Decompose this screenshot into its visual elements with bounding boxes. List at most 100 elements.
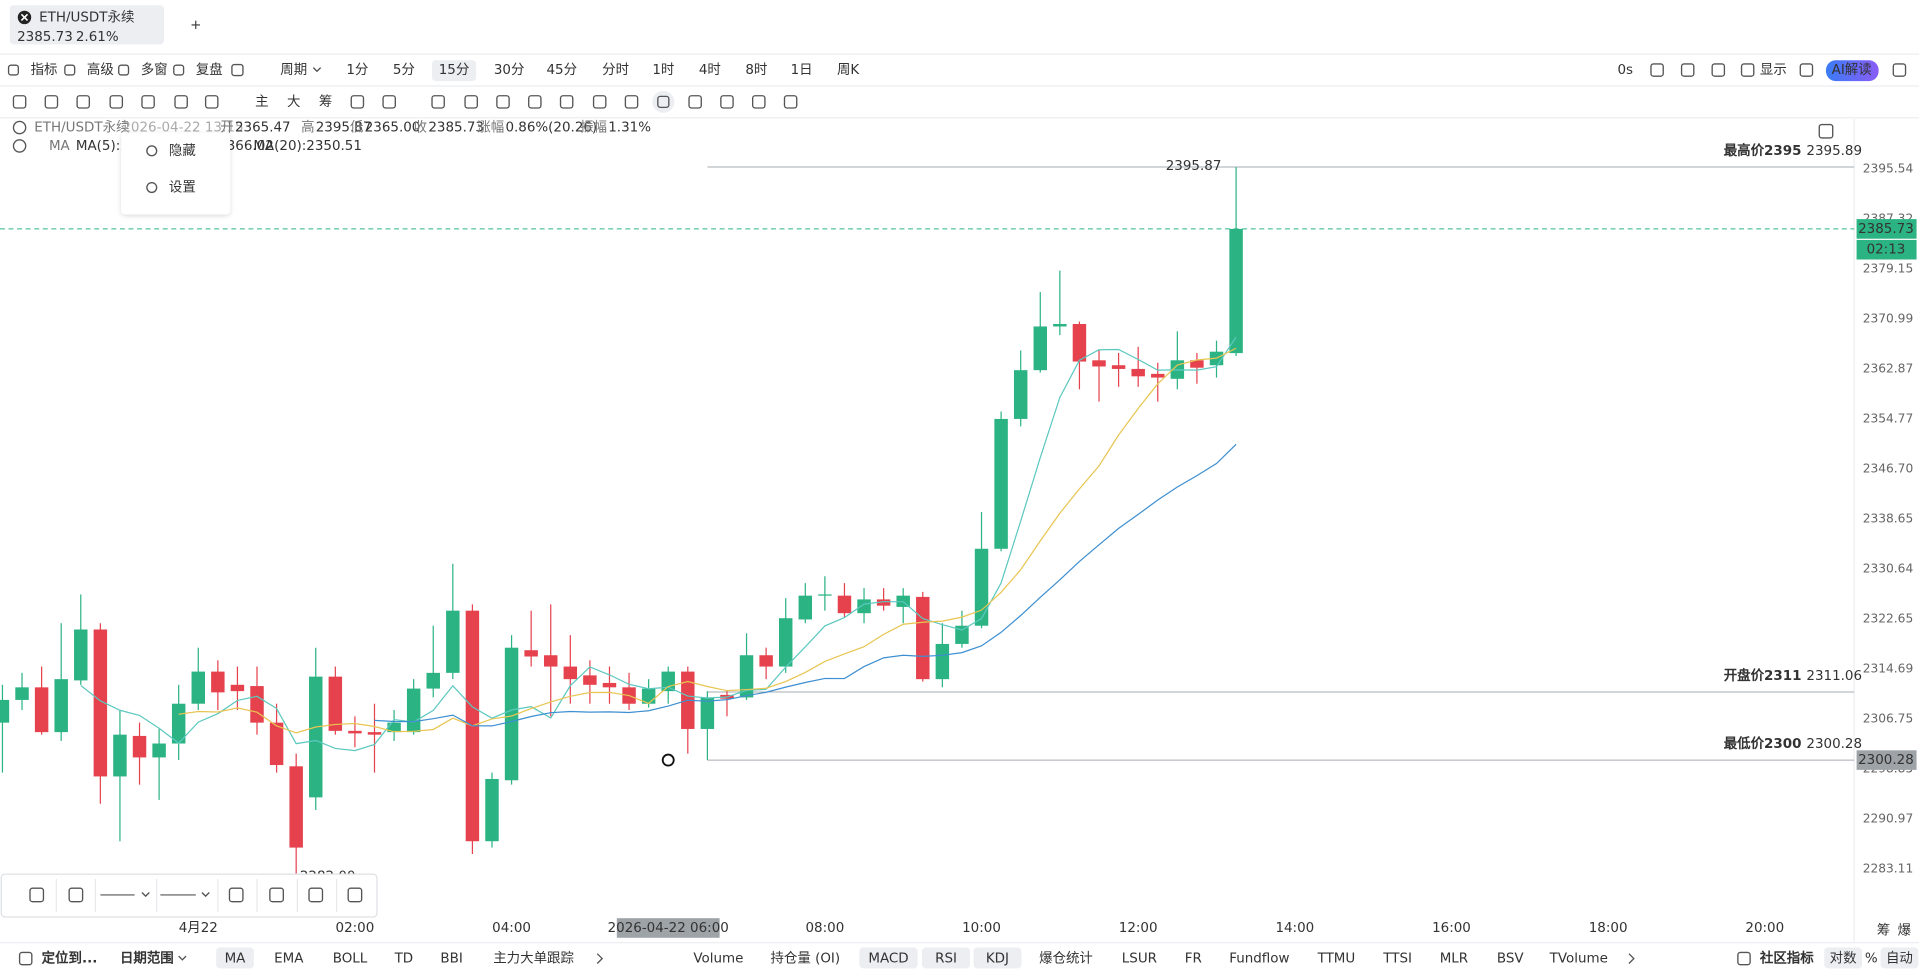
y-tick-label: 2346.70 [1863, 462, 1914, 476]
interval-button[interactable]: 45分 [546, 62, 577, 78]
candle-body [426, 672, 440, 689]
indicator-button[interactable]: MACD [868, 952, 908, 967]
interval-button[interactable]: 8时 [745, 62, 767, 78]
icon [12, 95, 27, 109]
add-tab[interactable]: + [190, 18, 201, 33]
indicator-button[interactable]: BSV [1497, 952, 1525, 967]
icon [350, 95, 365, 109]
icon [751, 95, 766, 109]
ai-button[interactable] [1825, 60, 1879, 82]
candle-body [93, 629, 108, 777]
icon [173, 64, 185, 76]
period-menu[interactable]: 周期 [280, 62, 307, 78]
indicator-button[interactable]: EMA [274, 952, 304, 967]
low-tag-label: 2300.28 [1858, 753, 1914, 768]
x-tick-label: 20:00 [1745, 921, 1784, 936]
community-button[interactable]: 社区指标 [1759, 950, 1814, 967]
candle-body [1013, 370, 1028, 419]
icon [228, 887, 244, 903]
icon [64, 64, 76, 76]
indicator-button[interactable]: TVolume [1549, 952, 1608, 967]
y-tick-label: 2379.15 [1863, 262, 1914, 276]
indicator-button[interactable]: FR [1185, 952, 1202, 967]
indicator-button[interactable]: Fundflow [1229, 952, 1289, 967]
icon [18, 951, 33, 966]
y-tick-label: 2395.54 [1863, 162, 1914, 176]
toolbar-button[interactable]: 高级 [87, 61, 114, 78]
price-tag-label: 2385.73 [1858, 222, 1914, 237]
icon [7, 64, 20, 76]
indicator-button[interactable]: TTSI [1382, 952, 1412, 967]
indicator-button[interactable]: 对数 [1830, 951, 1857, 967]
countdown: 02:13 [1867, 243, 1906, 258]
toolbar-button[interactable]: 多窗 [141, 61, 168, 78]
x-tick-label: 18:00 [1589, 921, 1628, 936]
display-button[interactable]: 显示 [1760, 63, 1787, 78]
icon [231, 63, 244, 77]
indicator-button[interactable]: % [1865, 952, 1878, 967]
indicator-button[interactable]: 主力大单跟踪 [493, 951, 574, 967]
side-label[interactable]: 爆 [1898, 922, 1912, 938]
tool-label[interactable]: 大 [287, 94, 300, 110]
indicator-button[interactable]: 持仓量 (OI) [770, 951, 840, 967]
indicator-button[interactable]: Volume [693, 952, 743, 967]
indicator-button[interactable]: BOLL [333, 952, 368, 967]
candle-body [739, 655, 754, 698]
locate-button[interactable]: 定位到... [42, 950, 98, 967]
info-value: 0.86%(20.26) [505, 121, 597, 136]
tab[interactable] [9, 5, 164, 45]
x-tick-label: 14:00 [1275, 921, 1314, 936]
indicator-button[interactable]: 爆仓统计 [1039, 951, 1093, 967]
indicator-button[interactable]: MA [225, 952, 247, 967]
interval-button[interactable]: 4时 [699, 62, 721, 78]
y-tick-label: 2330.64 [1863, 562, 1914, 576]
interval-button[interactable]: 1分 [346, 62, 368, 78]
interval-button[interactable]: 1时 [652, 62, 674, 78]
y-tick-label: 2314.69 [1863, 662, 1914, 676]
indicator-button[interactable]: BBI [440, 952, 462, 967]
indicator-button[interactable]: 自动 [1886, 951, 1913, 967]
interval-button[interactable]: 周K [837, 63, 860, 78]
indicator-button[interactable]: KDJ [986, 952, 1009, 967]
indicator-button[interactable]: TTMU [1317, 952, 1356, 967]
icon [1892, 63, 1907, 77]
icon [1737, 951, 1751, 966]
toolbar-button[interactable]: 复盘 [196, 61, 223, 78]
info-value: 2395.87 [316, 121, 372, 136]
popup [121, 132, 231, 215]
candle-body [1151, 373, 1165, 378]
toolbar-button[interactable]: 指标 [31, 62, 58, 78]
interval-button[interactable]: 5分 [393, 62, 415, 78]
tool-label[interactable]: 筹 [319, 93, 332, 110]
candle-body [1190, 360, 1204, 368]
interval-button[interactable]: 15分 [439, 62, 470, 78]
ai-label[interactable]: AI解读 [1832, 62, 1872, 78]
active-bg [973, 947, 1022, 969]
icon [431, 95, 445, 109]
tool-label[interactable]: 主 [255, 94, 268, 110]
indicator-button[interactable]: RSI [935, 952, 957, 967]
icon [559, 95, 574, 109]
active-bg [922, 947, 971, 969]
icon [118, 64, 130, 76]
interval-button[interactable]: 1日 [791, 63, 813, 78]
candle-body [15, 687, 29, 700]
icon [382, 95, 396, 109]
side-label[interactable]: 筹 [1877, 921, 1890, 938]
range-button[interactable]: 日期范围 [120, 950, 174, 967]
candle-body [1072, 324, 1087, 362]
toggle-icon [12, 120, 27, 135]
y-tick-label: 2370.99 [1863, 312, 1914, 326]
active-bg [1880, 947, 1919, 969]
interval-button[interactable]: 30分 [494, 62, 525, 78]
indicator-button[interactable]: MLR [1440, 952, 1468, 967]
indicator-button[interactable]: LSUR [1122, 952, 1157, 967]
popup-item[interactable]: 设置 [169, 180, 196, 196]
candle-body [1111, 365, 1126, 369]
indicator-button[interactable]: TD [394, 952, 414, 967]
interval-button[interactable]: 分时 [602, 62, 629, 78]
chevron [178, 955, 187, 961]
ma-line [178, 347, 1237, 734]
popup-item[interactable]: 隐藏 [169, 143, 196, 159]
countdown-tag [1856, 239, 1917, 260]
